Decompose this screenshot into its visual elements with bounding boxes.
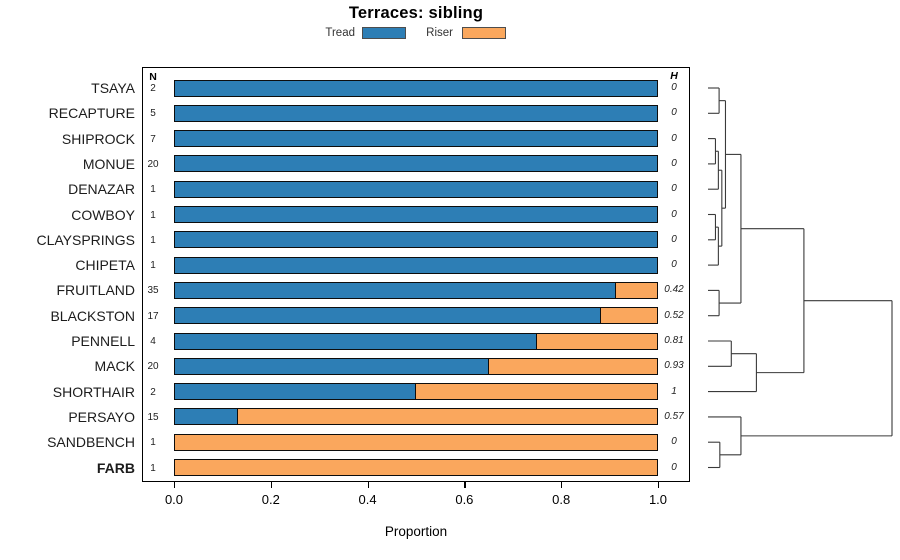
n-value: 15 [147,411,159,423]
bar-segment-tread [174,231,658,249]
bar-segment-riser [487,357,658,375]
chart-title: Terraces: sibling [348,4,484,22]
x-tick [270,482,272,488]
x-tick-label: 1.0 [648,492,668,507]
h-value: 0.52 [664,309,684,321]
site-label: BLACKSTON [50,307,135,324]
n-value: 1 [150,234,156,246]
x-tick [464,482,466,488]
site-label: MONUE [82,155,135,172]
bar-segment-tread [174,408,239,426]
site-label: RECAPTURE [48,105,135,122]
site-label: FRUITLAND [56,282,135,299]
h-value: 0.81 [664,335,684,346]
x-tick-label: 0.6 [455,492,474,507]
legend-label-tread: Tread [325,27,355,39]
bar-segment-tread [174,104,658,122]
site-label: TSAYA [91,80,135,96]
site-label: SHIPROCK [61,130,135,147]
h-value: 0 [671,157,677,169]
h-value: 0 [671,132,677,144]
bar-segment-tread [174,155,658,173]
x-tick [658,482,660,488]
bar-segment-tread [174,307,601,325]
h-value: 1 [671,385,677,397]
x-tick [367,482,369,488]
site-label: DENAZAR [68,181,135,198]
h-value: 0.93 [664,360,684,372]
n-value: 1 [150,184,156,196]
site-label: CHIPETA [75,257,135,274]
bar-segment-tread [174,130,658,148]
h-value: 0 [671,461,677,473]
bar-segment-riser [536,332,658,350]
bar-segment-tread [174,332,537,350]
site-label: CLAYSPRINGS [36,231,135,248]
bar-segment-tread [174,357,489,375]
n-value: 2 [150,83,156,94]
bar-segment-riser [599,307,658,325]
bar-segment-riser [174,433,658,451]
n-column-header: N [149,71,157,83]
legend-swatch-tread-icon [362,27,406,39]
n-value: 1 [150,437,156,449]
legend-swatch-riser-icon [462,27,506,39]
n-value: 20 [147,158,159,170]
n-value: 17 [147,310,159,322]
x-tick-label: 0.0 [164,492,184,507]
n-value: 1 [150,260,156,272]
site-label: SANDBENCH [47,434,135,451]
bar-segment-tread [174,256,658,274]
bar-segment-riser [615,281,658,299]
h-value: 0 [671,107,677,119]
h-value: 0 [671,259,677,271]
bar-segment-tread [174,383,416,401]
x-tick [561,482,563,488]
h-value: 0 [671,233,677,245]
bar-segment-riser [237,408,658,426]
x-tick-label: 0.8 [552,492,571,507]
n-value: 7 [150,133,156,145]
n-value: 35 [147,285,159,297]
bar-segment-tread [174,79,658,97]
h-value: 0 [671,208,677,220]
site-label: COWBOY [71,206,135,223]
n-value: 20 [147,361,159,373]
bar-segment-tread [174,180,658,198]
h-value: 0.57 [664,410,684,422]
h-value: 0 [671,82,677,93]
bar-segment-riser [174,459,658,476]
bar-segment-tread [174,281,617,299]
legend-label-riser: Riser [426,27,453,39]
n-value: 1 [150,209,156,221]
dendrogram [708,87,893,469]
bar-segment-tread [174,206,658,223]
x-tick [174,482,176,488]
x-tick-label: 0.4 [358,492,377,507]
site-label: FARB [96,459,135,476]
n-value: 2 [150,386,156,398]
h-value: 0 [671,436,677,448]
site-label: PERSAYO [68,408,135,425]
h-column-header: H [670,70,678,82]
n-value: 5 [150,108,156,120]
x-axis-label: Proportion [384,524,448,539]
site-label: SHORTHAIR [52,383,135,400]
n-value: 1 [150,462,156,474]
bar-segment-riser [415,383,658,401]
site-label: MACK [94,358,135,375]
x-tick-label: 0.2 [261,492,280,507]
site-label: PENNELL [71,333,135,349]
n-value: 4 [150,336,156,347]
h-value: 0 [671,183,677,195]
h-value: 0.42 [664,284,684,296]
